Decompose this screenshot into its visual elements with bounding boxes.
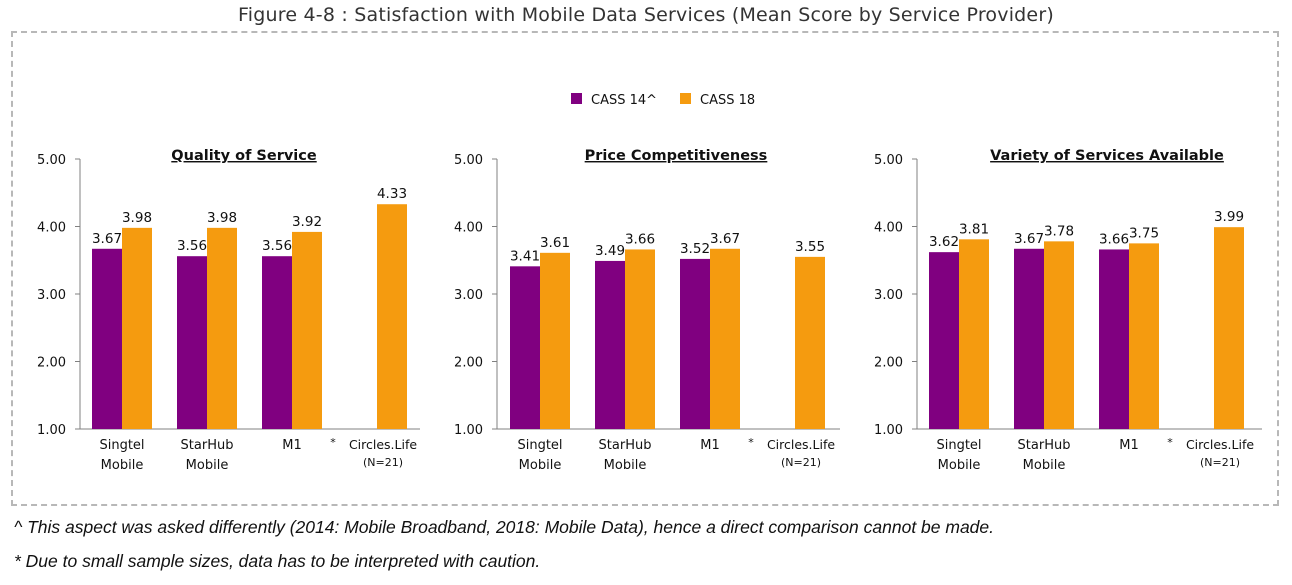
price-competitiveness-title: Price Competitiveness — [585, 148, 768, 164]
quality-of-service-data-label-cass14-2: 3.56 — [262, 238, 292, 254]
quality-of-service-category-label-3-line-0: Circles.Life — [349, 437, 417, 452]
variety-of-services-category-label-1-line-1: Mobile — [1023, 458, 1066, 473]
price-competitiveness-bar-cass14-2 — [680, 258, 710, 429]
quality-of-service-data-label-cass18-3: 4.33 — [377, 186, 407, 202]
quality-of-service-category-label-1-line-1: Mobile — [186, 458, 229, 473]
variety-of-services-y-tick-label-4: 5.00 — [874, 153, 903, 168]
variety-of-services-data-label-cass18-3: 3.99 — [1214, 209, 1244, 225]
quality-of-service-bar-cass18-2 — [292, 231, 322, 429]
price-competitiveness-bar-cass18-1 — [625, 249, 655, 429]
variety-of-services-y-tick-label-2: 3.00 — [874, 288, 903, 303]
quality-of-service-category-label-3-line-1: (N=21) — [363, 456, 403, 469]
legend-cass18-swatch — [680, 93, 691, 104]
price-competitiveness-data-label-cass18-3: 3.55 — [795, 239, 825, 255]
quality-of-service-category-label-1-line-0: StarHub — [181, 438, 234, 453]
price-competitiveness-data-label-cass18-1: 3.66 — [625, 231, 655, 247]
variety-of-services-data-label-cass18-2: 3.75 — [1129, 225, 1159, 241]
variety-of-services-category-marker-3: * — [1167, 436, 1173, 449]
variety-of-services-category-label-1-line-0: StarHub — [1018, 438, 1071, 453]
quality-of-service-y-tick-label-2: 3.00 — [37, 288, 66, 303]
chart-frame — [11, 31, 1279, 506]
price-competitiveness-category-label-2-line-0: M1 — [700, 438, 720, 453]
price-competitiveness-y-tick-label-2: 3.00 — [454, 288, 483, 303]
variety-of-services-bar-cass18-3 — [1214, 227, 1244, 429]
quality-of-service-title: Quality of Service — [171, 148, 317, 164]
legend-cass18-label: CASS 18 — [700, 93, 755, 108]
price-competitiveness-category-label-3-line-1: (N=21) — [781, 456, 821, 469]
quality-of-service-data-label-cass14-0: 3.67 — [92, 231, 122, 247]
variety-of-services-category-label-3-line-0: Circles.Life — [1186, 437, 1254, 452]
footnote-small-sample: * Due to small sample sizes, data has to… — [14, 551, 541, 571]
variety-of-services-bar-cass18-0 — [959, 239, 989, 429]
quality-of-service-data-label-cass18-2: 3.92 — [292, 214, 322, 230]
variety-of-services-data-label-cass14-2: 3.66 — [1099, 231, 1129, 247]
variety-of-services-bar-cass14-1 — [1014, 248, 1044, 429]
variety-of-services-category-label-3-line-1: (N=21) — [1200, 456, 1240, 469]
legend-cass14-label: CASS 14^ — [591, 93, 657, 108]
quality-of-service-category-label-0-line-0: Singtel — [99, 438, 144, 453]
quality-of-service-y-tick-label-4: 5.00 — [37, 153, 66, 168]
variety-of-services-y-tick-label-0: 1.00 — [874, 423, 903, 438]
legend-cass14-swatch — [571, 93, 582, 104]
variety-of-services-category-label-2-line-0: M1 — [1119, 438, 1139, 453]
variety-of-services-y-tick-label-3: 4.00 — [874, 221, 903, 236]
variety-of-services-bar-cass18-1 — [1044, 241, 1074, 429]
price-competitiveness-bar-cass18-3 — [795, 256, 825, 429]
variety-of-services-data-label-cass18-0: 3.81 — [959, 221, 989, 237]
price-competitiveness-data-label-cass18-0: 3.61 — [540, 235, 570, 251]
quality-of-service-bar-cass18-3 — [377, 204, 407, 429]
price-competitiveness-category-label-3-line-0: Circles.Life — [767, 437, 835, 452]
quality-of-service-category-marker-3: * — [330, 436, 336, 449]
variety-of-services-y-tick-label-1: 2.00 — [874, 356, 903, 371]
price-competitiveness-bar-cass14-1 — [595, 260, 625, 429]
figure-title: Figure 4-8 : Satisfaction with Mobile Da… — [238, 4, 1054, 26]
variety-of-services-data-label-cass14-1: 3.67 — [1014, 231, 1044, 247]
price-competitiveness-y-tick-label-0: 1.00 — [454, 423, 483, 438]
quality-of-service-y-tick-label-0: 1.00 — [37, 423, 66, 438]
price-competitiveness-data-label-cass14-1: 3.49 — [595, 243, 625, 259]
variety-of-services-data-label-cass14-0: 3.62 — [929, 234, 959, 250]
quality-of-service-data-label-cass14-1: 3.56 — [177, 238, 207, 254]
price-competitiveness-category-label-0-line-1: Mobile — [519, 458, 562, 473]
variety-of-services-bar-cass14-0 — [929, 252, 959, 429]
price-competitiveness-y-tick-label-3: 4.00 — [454, 221, 483, 236]
price-competitiveness-bar-cass14-0 — [510, 266, 540, 429]
quality-of-service-bar-cass14-2 — [262, 256, 292, 429]
price-competitiveness-bar-cass18-0 — [540, 252, 570, 429]
variety-of-services-bar-cass18-2 — [1129, 243, 1159, 429]
variety-of-services-category-label-0-line-1: Mobile — [938, 458, 981, 473]
variety-of-services-category-label-0-line-0: Singtel — [936, 438, 981, 453]
variety-of-services-bar-cass14-2 — [1099, 249, 1129, 429]
quality-of-service-data-label-cass18-1: 3.98 — [207, 210, 237, 226]
price-competitiveness-data-label-cass18-2: 3.67 — [710, 231, 740, 247]
price-competitiveness-category-label-1-line-0: StarHub — [599, 438, 652, 453]
variety-of-services-data-label-cass18-1: 3.78 — [1044, 223, 1074, 239]
chart-canvas: CASS 14^ CASS 18 Quality of Service 1.00 2.0… — [37, 93, 1262, 473]
price-competitiveness-category-label-1-line-1: Mobile — [604, 458, 647, 473]
variety-of-services-title: Variety of Services Available — [990, 148, 1224, 164]
quality-of-service-y-tick-label-3: 4.00 — [37, 221, 66, 236]
quality-of-service-category-label-2-line-0: M1 — [282, 438, 302, 453]
quality-of-service-data-label-cass18-0: 3.98 — [122, 210, 152, 226]
quality-of-service-bar-cass14-0 — [92, 248, 122, 429]
price-competitiveness-y-tick-label-1: 2.00 — [454, 356, 483, 371]
quality-of-service-category-label-0-line-1: Mobile — [101, 458, 144, 473]
price-competitiveness-y-tick-label-4: 5.00 — [454, 153, 483, 168]
quality-of-service-bar-cass18-0 — [122, 227, 152, 429]
price-competitiveness-category-marker-3: * — [748, 436, 754, 449]
price-competitiveness-data-label-cass14-2: 3.52 — [680, 241, 710, 257]
quality-of-service-bar-cass18-1 — [207, 227, 237, 429]
price-competitiveness-bar-cass18-2 — [710, 248, 740, 429]
price-competitiveness-data-label-cass14-0: 3.41 — [510, 248, 540, 264]
quality-of-service-bar-cass14-1 — [177, 256, 207, 429]
footnote-aspect-changed: ^ This aspect was asked differently (201… — [14, 517, 995, 537]
price-competitiveness-category-label-0-line-0: Singtel — [517, 438, 562, 453]
quality-of-service-y-tick-label-1: 2.00 — [37, 356, 66, 371]
